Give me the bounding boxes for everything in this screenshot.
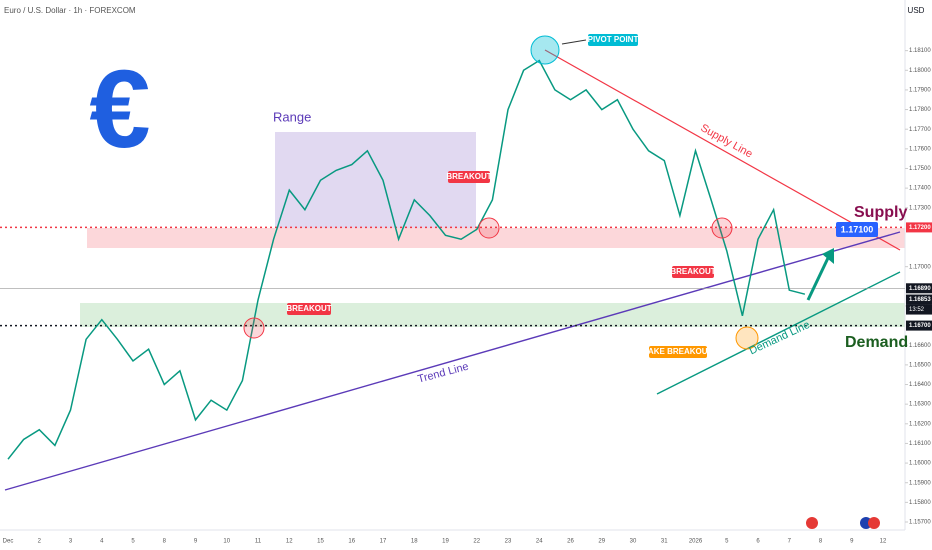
tag-box xyxy=(448,171,490,183)
tag-box xyxy=(672,266,714,278)
x-tick-label: 16 xyxy=(348,539,355,545)
x-tick-label: 29 xyxy=(598,539,605,545)
arrow-head xyxy=(822,248,834,264)
x-tick-label: 31 xyxy=(661,539,668,545)
supply-zone xyxy=(87,228,905,248)
fake-breakout-circle xyxy=(735,326,759,350)
supply-label: Supply xyxy=(854,204,907,221)
y-tick-label: 1.18100 xyxy=(909,48,931,54)
y-tick-label: 1.17700 xyxy=(909,127,931,133)
y-tick-label: 1.17500 xyxy=(909,166,931,172)
x-tick-label: 9 xyxy=(850,539,854,545)
price-label: 1.16853 xyxy=(909,297,931,303)
y-tick-label: 1.15700 xyxy=(909,520,931,526)
price-label: 1.17200 xyxy=(909,225,931,231)
x-tick-label: 5 xyxy=(131,539,135,545)
event-icon xyxy=(868,517,880,529)
event-icon xyxy=(806,517,818,529)
y-tick-label: 1.16400 xyxy=(909,382,931,388)
chart-title: Euro / U.S. Dollar · 1h · FOREXCOM xyxy=(4,6,136,15)
y-tick-label: 1.17400 xyxy=(909,186,931,192)
pivot-circle xyxy=(530,35,560,65)
x-tick-label: 5 xyxy=(725,539,729,545)
price-label-box xyxy=(906,294,932,305)
y-tick-label: 1.16600 xyxy=(909,343,931,349)
price-label-box xyxy=(906,320,932,331)
arrow xyxy=(806,257,830,301)
y-tick-label: 1.16500 xyxy=(909,362,931,368)
y-tick-label: 1.15900 xyxy=(909,480,931,486)
y-tick-label: 1.18000 xyxy=(909,68,931,74)
demand-label: Demand xyxy=(845,334,908,351)
price-label: 1.16890 xyxy=(909,286,931,292)
y-tick-label: 1.17600 xyxy=(909,146,931,152)
x-tick-label: 7 xyxy=(788,539,792,545)
breakout-circle xyxy=(711,217,733,239)
countdown-box xyxy=(906,304,932,315)
fake-breakout-label: FAKE BREAKOUT xyxy=(644,347,713,356)
tag-box xyxy=(836,222,878,237)
x-tick-label: 19 xyxy=(442,539,449,545)
y-tick-label: 1.17000 xyxy=(909,264,931,270)
pivot-label: PIVOT POINT xyxy=(588,35,639,44)
range-box xyxy=(275,132,476,228)
x-tick-label: 8 xyxy=(819,539,823,545)
x-tick-label: 15 xyxy=(317,539,324,545)
x-tick-label: 6 xyxy=(756,539,760,545)
currency: USD xyxy=(908,6,925,15)
y-tick-label: 1.16000 xyxy=(909,461,931,467)
price-label-box xyxy=(906,222,932,233)
y-tick-label: 1.17300 xyxy=(909,205,931,211)
y-tick-label: 1.16300 xyxy=(909,402,931,408)
x-tick-label: 22 xyxy=(473,539,480,545)
countdown: 13:52 xyxy=(909,307,925,313)
x-tick-label: 17 xyxy=(380,539,387,545)
x-tick-label: 12 xyxy=(286,539,293,545)
target-label: 1.17100 xyxy=(841,224,874,234)
x-tick-label: 9 xyxy=(194,539,198,545)
x-tick-label: 24 xyxy=(536,539,543,545)
y-tick-label: 1.16200 xyxy=(909,421,931,427)
tag-box xyxy=(287,303,331,315)
x-tick-label: 2 xyxy=(38,539,42,545)
x-tick-label: 8 xyxy=(163,539,167,545)
x-tick-label: 23 xyxy=(505,539,512,545)
x-tick-label: 11 xyxy=(255,539,262,545)
y-tick-label: 1.17800 xyxy=(909,107,931,113)
breakout-label: BREAKOUT xyxy=(670,267,715,276)
breakout-label: BREAKOUT xyxy=(446,172,491,181)
plot xyxy=(0,50,908,523)
y-tick-label: 1.15800 xyxy=(909,500,931,506)
breakout-circle xyxy=(243,317,265,339)
breakout-label: BREAKOUT xyxy=(286,304,331,313)
y-tick-label: 1.16100 xyxy=(909,441,931,447)
demand-zone xyxy=(80,303,905,327)
supply-line xyxy=(544,49,901,251)
breakout-circle xyxy=(478,217,500,239)
x-tick-label: 12 xyxy=(880,539,887,545)
price-label: 1.16700 xyxy=(909,323,931,329)
price-line xyxy=(7,59,806,460)
x-tick-label: 26 xyxy=(567,539,574,545)
x-tick-label: 10 xyxy=(223,539,230,545)
x-tick-label: 4 xyxy=(100,539,104,545)
leader xyxy=(561,39,587,45)
y-tick-label: 1.17900 xyxy=(909,87,931,93)
euro-icon: € xyxy=(89,48,150,171)
x-tick-label: Dec xyxy=(3,539,14,545)
tag-box xyxy=(649,346,707,358)
demand-line xyxy=(656,271,901,395)
tag-box xyxy=(588,34,638,46)
x-tick-label: 30 xyxy=(630,539,637,545)
x-tick-label: 3 xyxy=(69,539,73,545)
x-tick-label: 18 xyxy=(411,539,418,545)
x-tick-label: 2026 xyxy=(689,539,703,545)
range-label: Range xyxy=(273,109,311,124)
price-label-box xyxy=(906,283,932,294)
